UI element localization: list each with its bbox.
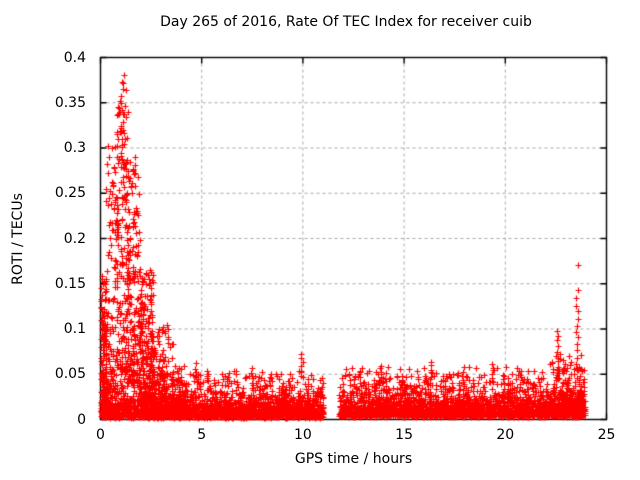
x-tick-label: 0 — [96, 427, 105, 443]
y-tick-label: 0.1 — [63, 321, 86, 337]
y-tick-label: 0.3 — [63, 140, 86, 156]
x-tick-label: 25 — [597, 427, 616, 443]
y-tick-label: 0.05 — [54, 366, 86, 383]
x-tick-label: 5 — [197, 427, 207, 443]
y-tick-label: 0 — [77, 411, 86, 428]
chart-title: Day 265 of 2016, Rate Of TEC Index for r… — [160, 14, 532, 30]
x-tick-label: 15 — [395, 427, 413, 443]
x-tick-label: 20 — [496, 427, 515, 443]
x-axis-label: GPS time / hours — [294, 451, 413, 467]
y-tick-label: 0.15 — [54, 275, 86, 292]
y-tick-label: 0.2 — [63, 230, 86, 247]
y-tick-label: 0.25 — [54, 185, 86, 202]
y-tick-label: 0.35 — [54, 94, 86, 111]
y-tick-label: 0.4 — [63, 49, 86, 66]
x-tick-label: 10 — [293, 427, 312, 443]
